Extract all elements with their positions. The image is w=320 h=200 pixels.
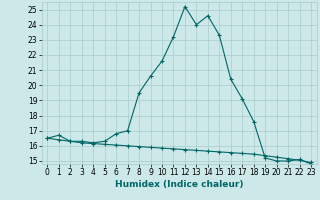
X-axis label: Humidex (Indice chaleur): Humidex (Indice chaleur) <box>115 180 244 189</box>
